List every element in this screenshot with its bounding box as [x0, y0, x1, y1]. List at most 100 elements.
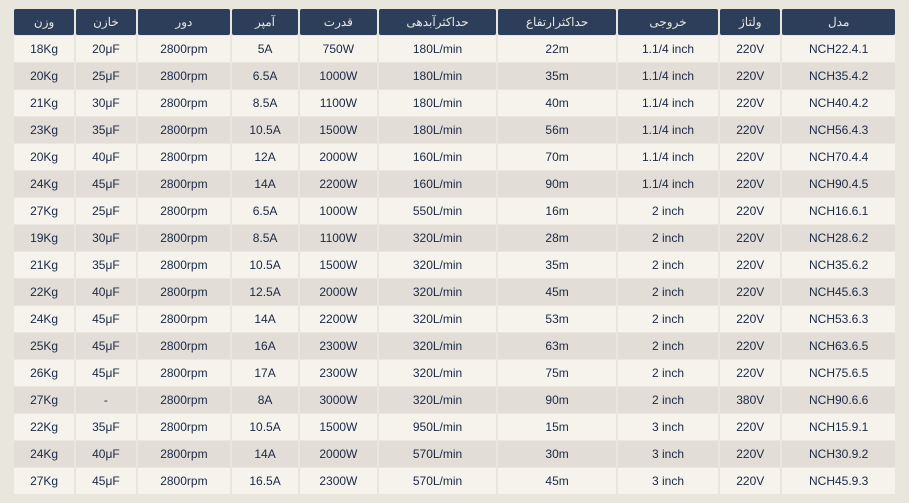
table-cell: 30μF [76, 90, 135, 116]
table-cell: 2800rpm [138, 279, 231, 305]
table-cell: 2800rpm [138, 306, 231, 332]
table-cell: 2800rpm [138, 252, 231, 278]
table-cell: 2000W [300, 279, 377, 305]
table-row: 24Kg45μF2800rpm14A2200W320L/min53m2 inch… [14, 306, 895, 332]
col-weight: وزن [14, 9, 74, 35]
col-outlet: خروجی [618, 9, 718, 35]
table-cell: 23Kg [14, 117, 74, 143]
table-cell: 6.5A [232, 198, 298, 224]
table-cell: 25Kg [14, 333, 74, 359]
table-cell: 2800rpm [138, 171, 231, 197]
table-cell: 220V [720, 144, 780, 170]
table-cell: 63m [498, 333, 616, 359]
table-cell: 220V [720, 225, 780, 251]
table-cell: 45μF [76, 360, 135, 386]
table-cell: 45μF [76, 333, 135, 359]
table-cell: 320L/min [379, 252, 496, 278]
table-cell: 2 inch [618, 360, 718, 386]
table-cell: 2800rpm [138, 225, 231, 251]
table-cell: 220V [720, 90, 780, 116]
table-cell: 18Kg [14, 36, 74, 62]
table-cell: 14A [232, 441, 298, 467]
table-cell: 2 inch [618, 279, 718, 305]
table-cell: 220V [720, 198, 780, 224]
table-cell: 12.5A [232, 279, 298, 305]
table-row: 23Kg35μF2800rpm10.5A1500W180L/min56m1.1/… [14, 117, 895, 143]
table-cell: 320L/min [379, 333, 496, 359]
table-cell: 1.1/4 inch [618, 117, 718, 143]
table-cell: 220V [720, 333, 780, 359]
table-cell: 220V [720, 171, 780, 197]
table-cell: 40μF [76, 144, 135, 170]
table-cell: 2 inch [618, 225, 718, 251]
table-cell: 90m [498, 171, 616, 197]
table-cell: 1500W [300, 414, 377, 440]
table-cell: 1.1/4 inch [618, 36, 718, 62]
table-cell: 2800rpm [138, 441, 231, 467]
table-cell: 35μF [76, 414, 135, 440]
col-capacitor: خازن [76, 9, 135, 35]
table-cell: NCH30.9.2 [782, 441, 895, 467]
table-row: 24Kg45μF2800rpm14A2200W160L/min90m1.1/4 … [14, 171, 895, 197]
table-row: 18Kg20μF2800rpm5A750W180L/min22m1.1/4 in… [14, 36, 895, 62]
table-cell: 56m [498, 117, 616, 143]
table-cell: 10.5A [232, 252, 298, 278]
table-cell: 21Kg [14, 252, 74, 278]
table-cell: 8A [232, 387, 298, 413]
table-cell: 1500W [300, 252, 377, 278]
table-cell: 1000W [300, 63, 377, 89]
table-cell: 2 inch [618, 387, 718, 413]
table-cell: 14A [232, 171, 298, 197]
table-cell: NCH28.6.2 [782, 225, 895, 251]
table-cell: 160L/min [379, 171, 496, 197]
table-cell: 320L/min [379, 279, 496, 305]
col-max-head: حداکثرارتفاع [498, 9, 616, 35]
table-row: 24Kg40μF2800rpm14A2000W570L/min30m3 inch… [14, 441, 895, 467]
table-cell: 570L/min [379, 441, 496, 467]
col-power: قدرت [300, 9, 377, 35]
table-cell: 5A [232, 36, 298, 62]
table-cell: 2300W [300, 468, 377, 494]
table-cell: 26Kg [14, 360, 74, 386]
table-cell: 6.5A [232, 63, 298, 89]
table-cell: 1.1/4 inch [618, 171, 718, 197]
table-row: 21Kg35μF2800rpm10.5A1500W320L/min35m2 in… [14, 252, 895, 278]
table-cell: 750W [300, 36, 377, 62]
table-cell: 2 inch [618, 252, 718, 278]
table-cell: 220V [720, 468, 780, 494]
table-cell: NCH90.4.5 [782, 171, 895, 197]
col-amperage: آمپر [232, 9, 298, 35]
table-cell: 2200W [300, 306, 377, 332]
table-cell: NCH63.6.5 [782, 333, 895, 359]
table-cell: 27Kg [14, 387, 74, 413]
table-row: 19Kg30μF2800rpm8.5A1100W320L/min28m2 inc… [14, 225, 895, 251]
table-cell: 320L/min [379, 306, 496, 332]
table-cell: 30m [498, 441, 616, 467]
pump-spec-table: وزن خازن دور آمپر قدرت حداکثرآبدهی حداکث… [12, 8, 897, 495]
table-cell: 40μF [76, 441, 135, 467]
table-cell: 22m [498, 36, 616, 62]
table-cell: 19Kg [14, 225, 74, 251]
table-cell: 90m [498, 387, 616, 413]
table-cell: 220V [720, 414, 780, 440]
table-cell: 45μF [76, 306, 135, 332]
table-cell: 220V [720, 117, 780, 143]
table-cell: 2800rpm [138, 414, 231, 440]
table-cell: 3 inch [618, 441, 718, 467]
table-cell: 1.1/4 inch [618, 63, 718, 89]
table-cell: 27Kg [14, 198, 74, 224]
table-cell: 14A [232, 306, 298, 332]
table-cell: 8.5A [232, 90, 298, 116]
table-cell: 220V [720, 441, 780, 467]
table-cell: 220V [720, 252, 780, 278]
table-cell: 2300W [300, 333, 377, 359]
table-cell: 320L/min [379, 225, 496, 251]
table-cell: NCH70.4.4 [782, 144, 895, 170]
table-cell: 45μF [76, 468, 135, 494]
table-cell: 2800rpm [138, 387, 231, 413]
col-model: مدل [782, 9, 895, 35]
table-body: 18Kg20μF2800rpm5A750W180L/min22m1.1/4 in… [14, 36, 895, 494]
table-row: 21Kg30μF2800rpm8.5A1100W180L/min40m1.1/4… [14, 90, 895, 116]
table-row: 20Kg40μF2800rpm12A2000W160L/min70m1.1/4 … [14, 144, 895, 170]
table-cell: 75m [498, 360, 616, 386]
